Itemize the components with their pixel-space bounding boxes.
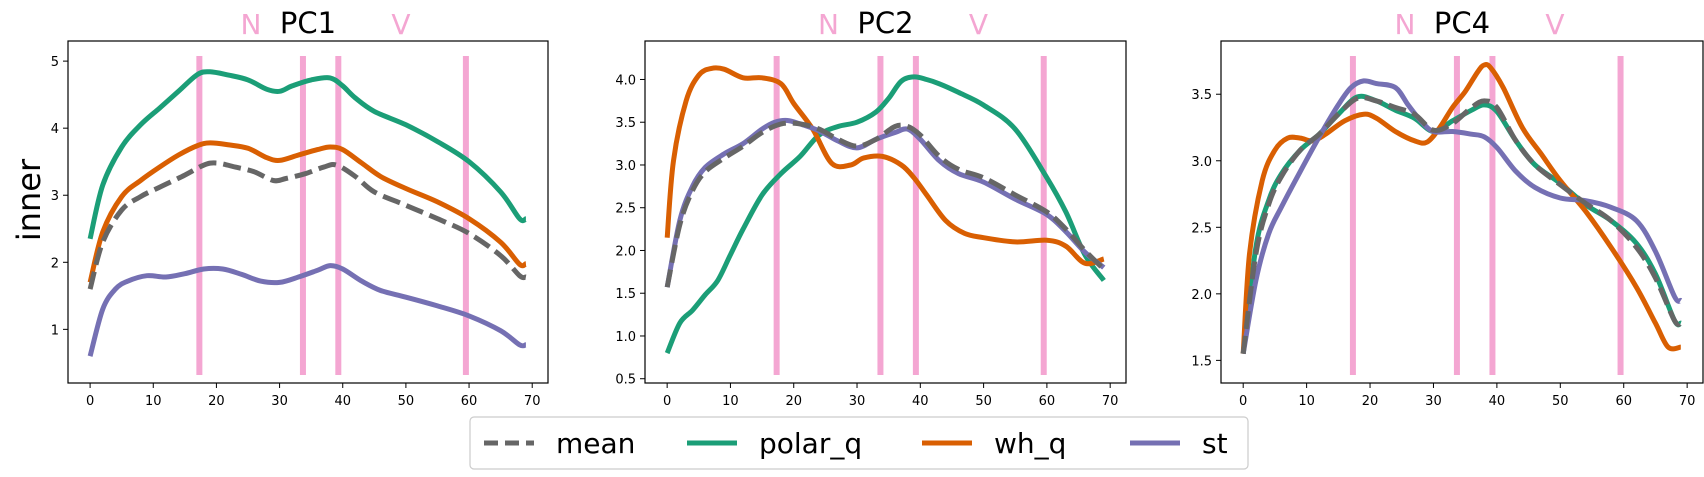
title-marker-n: N	[1395, 8, 1416, 41]
series-line-st	[87, 263, 527, 357]
series-line-st	[1240, 78, 1683, 355]
y-tick-label: 3.5	[1191, 88, 1212, 103]
x-tick-label: 70	[524, 394, 541, 409]
series-line-polar-q	[87, 69, 528, 240]
chart-panel-pc2: N PC2 V 0 10 20 30 40 50 60 70 0.5 1.0 1.5 2.0 2.5 3.0 3.…	[615, 6, 1127, 409]
x-tick-label: 50	[975, 394, 992, 409]
y-tick-label: 1.5	[1191, 354, 1212, 369]
plot-frame	[1220, 40, 1704, 384]
x-tick-label: 60	[1615, 394, 1632, 409]
x-tick-label: 20	[208, 394, 225, 409]
series-line-polar-q	[664, 74, 1106, 355]
x-tick-label: 40	[912, 394, 929, 409]
chart-panel-pc4: N PC4 V 0 10 20 30 40 50 60 70 1.5 2.0 2.5 3.0 3.5	[1191, 6, 1704, 409]
x-tick-label: 20	[785, 394, 802, 409]
title-marker-v: V	[969, 8, 988, 41]
title-marker-n: N	[818, 8, 839, 41]
series-line-mean	[1240, 94, 1683, 355]
y-tick-label: 3	[51, 189, 59, 204]
legend-items: mean polar_q wh_q st	[484, 427, 1228, 460]
chart-title: PC1	[280, 6, 336, 40]
legend-label-wh-q: wh_q	[994, 427, 1066, 460]
x-tick-label: 0	[663, 394, 671, 409]
y-axis-label: inner	[10, 158, 48, 241]
y-tick-label: 5	[51, 55, 59, 70]
series-line-mean	[87, 160, 527, 290]
x-tick-label: 30	[849, 394, 866, 409]
y-tick-label: 1	[51, 323, 59, 338]
x-tick-label: 40	[334, 394, 351, 409]
legend-frame	[469, 416, 1249, 470]
y-tick-label: 3.5	[615, 116, 636, 131]
x-tick-label: 70	[1679, 394, 1696, 409]
legend-label-polar-q: polar_q	[759, 427, 862, 460]
x-tick-label: 30	[271, 394, 288, 409]
y-tick-label: 1.0	[615, 330, 636, 345]
title-marker-v: V	[391, 8, 410, 41]
legend-label-mean: mean	[556, 427, 635, 460]
series-line-wh-q	[87, 140, 528, 284]
y-tick-label: 2.0	[1191, 288, 1212, 303]
y-tick-label: 2.0	[615, 244, 636, 259]
series-line-wh-q	[1240, 62, 1682, 354]
chart-panel-pc1: N PC1 V 0 10 20 30 40 50 60 70 1 2 3 4 5	[51, 6, 549, 409]
x-tick-label: 30	[1425, 394, 1442, 409]
y-tick-label: 4	[51, 122, 59, 137]
y-tick-label: 3.0	[615, 159, 636, 174]
title-marker-v: V	[1545, 8, 1564, 41]
series-line-st	[664, 117, 1106, 288]
y-tick-label: 0.5	[615, 373, 636, 388]
x-tick-label: 10	[722, 394, 739, 409]
chart-title: PC2	[857, 6, 913, 40]
legend: mean polar_q wh_q st	[469, 416, 1249, 470]
x-tick-label: 0	[86, 394, 94, 409]
x-tick-label: 60	[461, 394, 478, 409]
y-tick-label: 2.5	[1191, 221, 1212, 236]
x-tick-label: 0	[1239, 394, 1247, 409]
x-tick-label: 40	[1489, 394, 1506, 409]
x-tick-label: 10	[1298, 394, 1315, 409]
legend-label-st: st	[1202, 427, 1228, 460]
plot-frame	[644, 40, 1127, 384]
series-line-wh-q	[664, 65, 1105, 267]
x-tick-label: 70	[1102, 394, 1119, 409]
y-tick-label: 2.5	[615, 202, 636, 217]
chart-panels: N PC1 V 0 10 20 30 40 50 60 70 1 2 3 4 5 N PC2 V 0 10 20 30 40 5…	[51, 6, 1704, 409]
plot-frame	[67, 40, 549, 384]
x-tick-label: 10	[145, 394, 162, 409]
y-tick-label: 2	[51, 256, 59, 271]
x-tick-label: 60	[1039, 394, 1056, 409]
x-tick-label: 50	[1552, 394, 1569, 409]
x-tick-label: 20	[1362, 394, 1379, 409]
chart-title: PC4	[1434, 6, 1490, 40]
y-tick-label: 4.0	[615, 73, 636, 88]
y-tick-label: 3.0	[1191, 155, 1212, 170]
x-tick-label: 50	[398, 394, 415, 409]
series-line-mean	[664, 120, 1106, 288]
title-marker-n: N	[241, 8, 262, 41]
y-tick-label: 1.5	[615, 287, 636, 302]
